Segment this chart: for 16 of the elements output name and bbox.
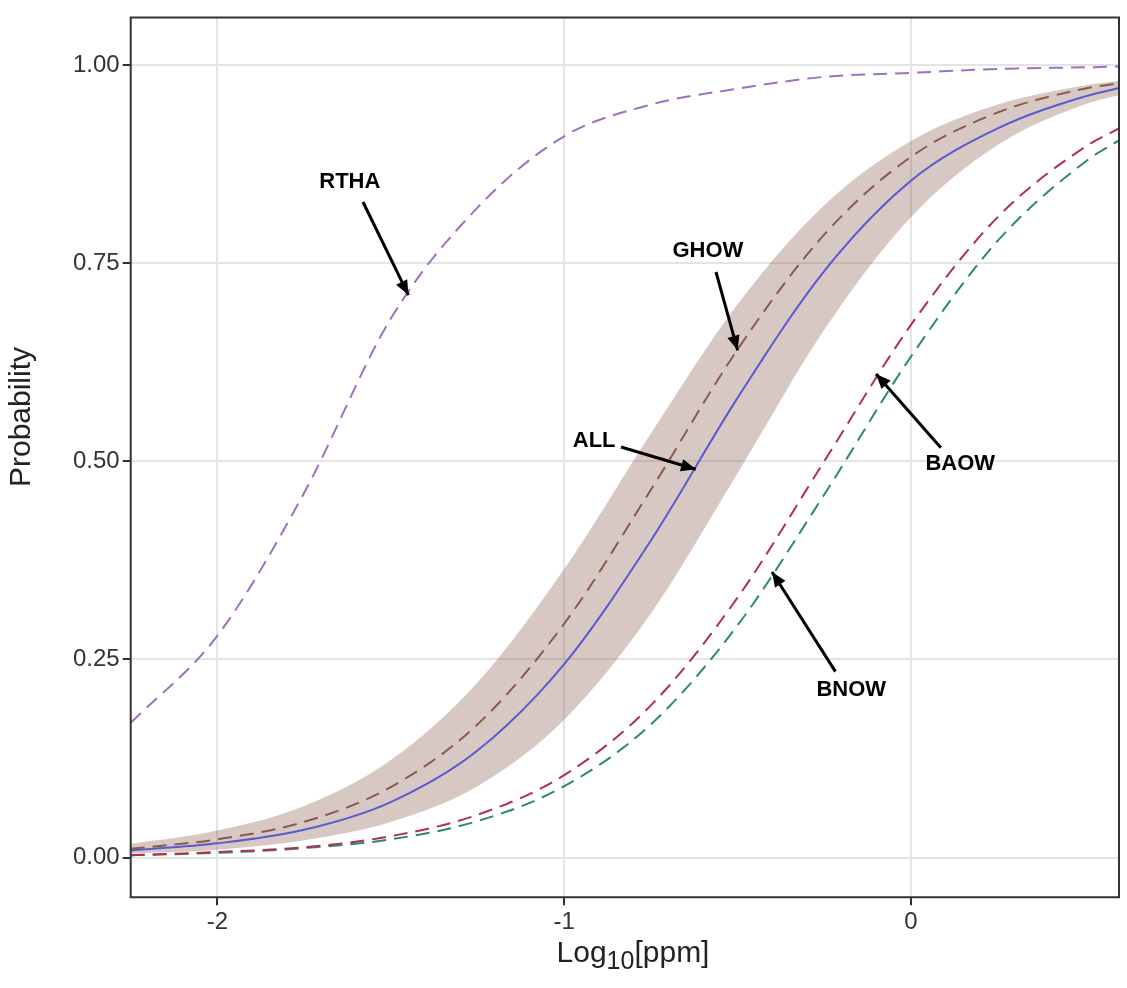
annotation: ALL	[572, 427, 616, 453]
y-tick-label: 1.00	[72, 49, 120, 77]
y-tick-label: 0.75	[72, 247, 120, 275]
x-axis-title: Log$_{10}$[ppm]	[555, 935, 711, 975]
x-tick-label: -1	[553, 907, 575, 935]
x-tick-label: -2	[206, 907, 229, 935]
y-tick-label: 0.00	[72, 842, 120, 870]
annotation: BAOW	[925, 449, 996, 475]
y-tick-label: 0.25	[72, 644, 120, 672]
annotation: BNOW	[816, 676, 887, 702]
line-series	[130, 65, 1119, 724]
x-tick-label: 0	[904, 907, 918, 935]
annotation: RTHA	[319, 168, 381, 194]
y-axis-title: Probability	[3, 345, 37, 490]
y-tick-label: 0.50	[72, 445, 120, 473]
annotation: GHOW	[672, 236, 744, 262]
